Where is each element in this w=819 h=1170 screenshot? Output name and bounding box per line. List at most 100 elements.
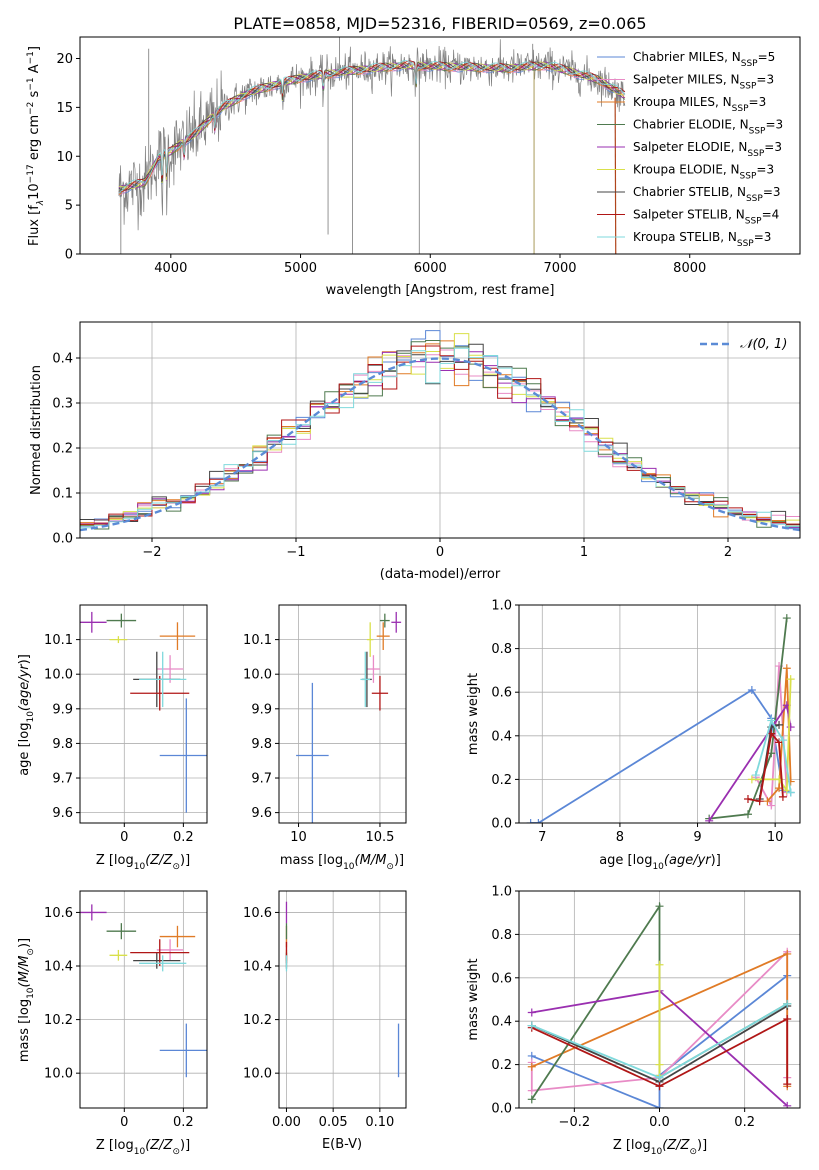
y-tick-label: 0.2 xyxy=(491,1058,512,1073)
spectrum-edge xyxy=(614,97,617,254)
y-tick-label: 0.1 xyxy=(52,487,73,502)
y-tick-label: 0.2 xyxy=(491,773,512,788)
data-marker xyxy=(786,777,795,786)
y-tick-label: 0.4 xyxy=(491,1015,512,1030)
data-point xyxy=(156,655,184,683)
data-point xyxy=(139,651,187,708)
x-tick-label: 5000 xyxy=(284,261,317,276)
axes-frame: 0 0.2 10.0 10.2 10.4 10.6 xyxy=(44,890,208,1130)
data-marker xyxy=(767,801,776,810)
model-spectrum xyxy=(118,61,626,191)
data-point xyxy=(296,682,329,823)
y-tick-label: 9.8 xyxy=(251,737,272,752)
legend-label: Salpeter MILES, NSSP=3 xyxy=(633,73,774,92)
axes-frame: 0.00 0.05 0.10 10.0 10.2 10.4 10.6 xyxy=(243,890,407,1130)
data-marker xyxy=(526,819,535,823)
y-tick-label: 0.6 xyxy=(491,971,512,986)
x-tick-label: 0.2 xyxy=(173,830,194,845)
y-tick-label: 0.0 xyxy=(491,1102,512,1117)
plot-content xyxy=(80,611,207,813)
axes-border xyxy=(79,36,801,255)
axes-border xyxy=(518,604,801,824)
x-tick-label: 8 xyxy=(616,830,624,845)
data-point xyxy=(360,651,371,708)
plot-area xyxy=(279,891,406,1108)
y-tick-label: 15 xyxy=(56,101,73,116)
x-tick-label: −1 xyxy=(286,545,305,560)
legend-label: Chabrier STELIB, NSSP=3 xyxy=(633,185,781,204)
x-tick-label: 0.00 xyxy=(272,1115,301,1130)
data-marker xyxy=(783,999,792,1008)
y-tick-label: 10.1 xyxy=(243,633,272,648)
x-tick-label: 8000 xyxy=(673,261,706,276)
data-point xyxy=(366,655,380,683)
y-tick-label: 9.7 xyxy=(251,772,272,787)
data-marker xyxy=(783,949,792,958)
data-marker xyxy=(755,797,764,806)
axis-label: age [log10(age/yr)] xyxy=(599,853,721,872)
data-marker xyxy=(655,1104,664,1108)
data-point xyxy=(159,622,196,650)
data-marker xyxy=(775,720,784,729)
x-tick-label: 10 xyxy=(767,830,784,845)
y-tick-label: 0.3 xyxy=(52,397,73,412)
axes-frame: 10 10.5 9.6 9.7 9.8 9.9 10.0 10.1 xyxy=(243,604,407,845)
x-tick-label: 0.2 xyxy=(734,1115,755,1130)
data-marker xyxy=(534,819,543,823)
axis-label: Z [log10(Z/Z⊙)] xyxy=(96,1138,190,1157)
x-tick-label: 0.05 xyxy=(319,1115,348,1130)
residual-histogram xyxy=(80,333,800,538)
spectrum-panel: Chabrier MILES, NSSP=5 Salpeter MILES, NS… xyxy=(26,36,801,298)
legend-label: Salpeter STELIB, NSSP=4 xyxy=(633,208,779,227)
x-tick-label: 0 xyxy=(120,830,128,845)
x-tick-label: 0.2 xyxy=(173,1115,194,1130)
axis-label: Z [log10(Z/Z⊙)] xyxy=(613,1138,707,1157)
data-marker xyxy=(527,1086,536,1095)
axis-label: age [log10(age/yr)] xyxy=(17,654,36,776)
data-point xyxy=(156,939,184,961)
legend-label: Chabrier ELODIE, NSSP=3 xyxy=(633,118,783,137)
data-marker xyxy=(743,810,752,819)
legend-label: Salpeter ELODIE, NSSP=3 xyxy=(633,140,782,159)
data-marker xyxy=(655,902,664,911)
data-point xyxy=(159,925,196,948)
y-tick-label: 0.8 xyxy=(491,928,512,943)
model-spectrum xyxy=(118,60,626,192)
y-tick-label: 10.2 xyxy=(44,1013,73,1028)
y-tick-label: 9.6 xyxy=(52,806,73,821)
data-marker xyxy=(783,1101,792,1108)
data-marker xyxy=(767,716,776,725)
x-axis-label: E(B-V) xyxy=(322,1137,362,1152)
data-marker xyxy=(705,816,714,823)
plot-content xyxy=(526,614,795,823)
x-tick-label: 6000 xyxy=(414,261,447,276)
data-marker xyxy=(778,736,787,745)
y-tick-label: 20 xyxy=(56,52,73,67)
data-marker xyxy=(778,792,787,801)
data-point xyxy=(159,698,207,813)
axes-border xyxy=(79,604,208,824)
data-point xyxy=(109,949,128,961)
y-axis-label: Normed distribution xyxy=(29,365,44,495)
data-marker xyxy=(786,788,795,797)
mass-weight-line xyxy=(754,718,792,793)
y-tick-label: 0.6 xyxy=(491,686,512,701)
y-tick-label: 0.0 xyxy=(52,532,73,547)
residual-histogram xyxy=(80,349,800,538)
axes-frame: −0.2 0.0 0.2 0.0 0.2 0.4 0.6 0.8 1.0 xyxy=(491,885,801,1130)
x-tick-label: −0.2 xyxy=(559,1115,591,1130)
plot-content xyxy=(118,37,626,254)
plot-area xyxy=(80,605,207,823)
data-point xyxy=(130,939,190,967)
x-tick-label: 0 xyxy=(120,1115,128,1130)
data-marker xyxy=(655,960,664,969)
data-marker xyxy=(527,1008,536,1017)
mass-weight-line xyxy=(531,974,788,1108)
axes-border xyxy=(278,604,407,824)
x-axis-label: (data-model)/error xyxy=(380,567,501,582)
data-marker xyxy=(747,686,756,695)
x-tick-label: 7000 xyxy=(543,261,576,276)
x-tick-label: 7 xyxy=(538,830,546,845)
data-point xyxy=(80,611,107,633)
